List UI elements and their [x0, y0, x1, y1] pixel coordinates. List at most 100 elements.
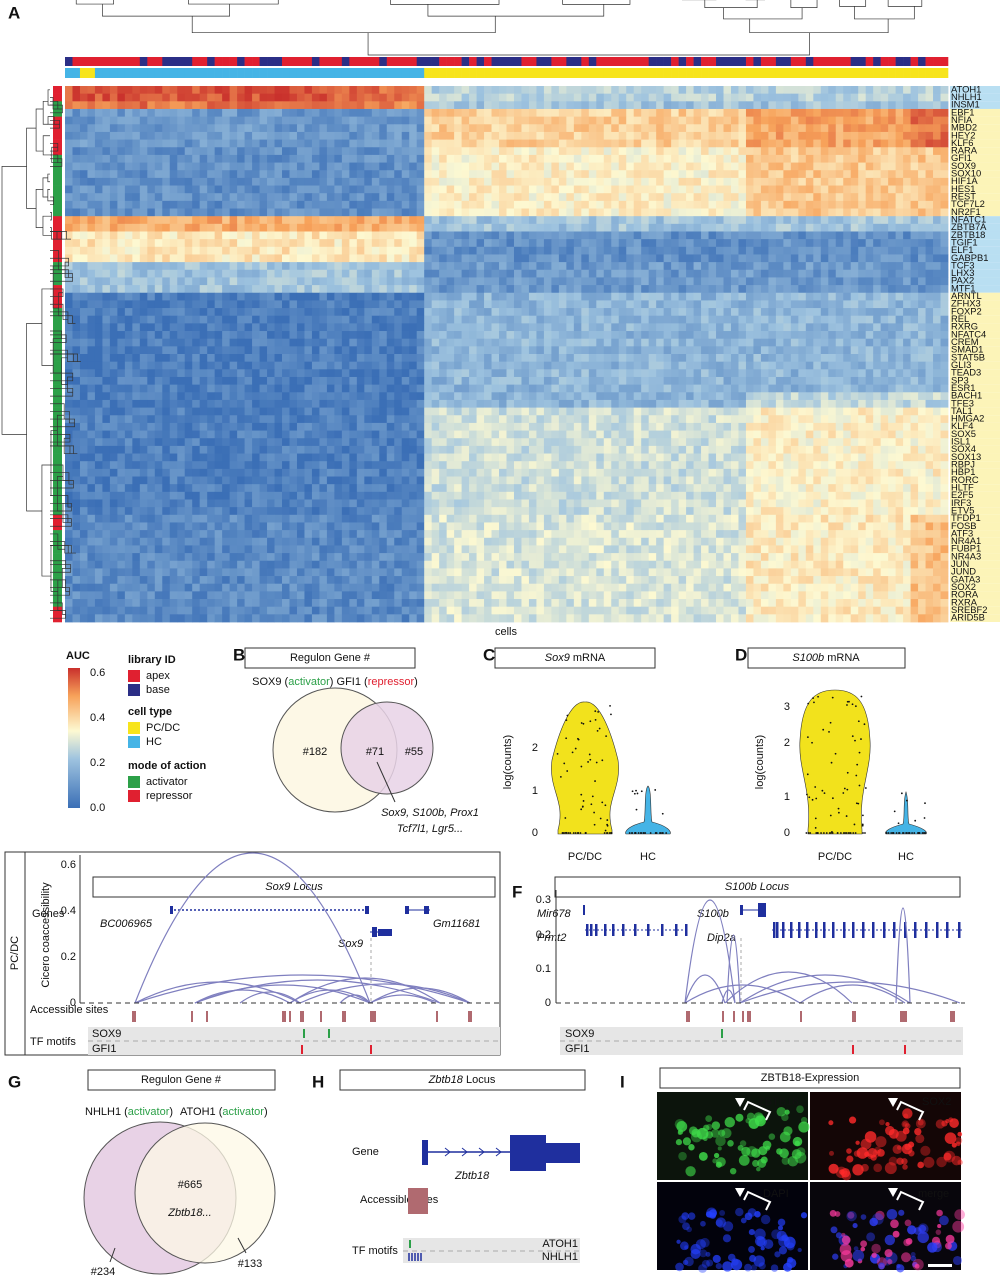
heat-cell [499, 170, 507, 179]
heat-cell [124, 93, 133, 102]
heat-cell [439, 139, 448, 148]
heat-cell [154, 208, 163, 217]
heat-cell [117, 277, 126, 286]
heat-cell [72, 300, 81, 309]
heat-cell [903, 239, 911, 248]
heat-cell [244, 177, 253, 186]
heat-cell [109, 315, 118, 324]
heat-cell [259, 361, 268, 370]
heat-cell [252, 346, 260, 355]
heat-cell [633, 308, 642, 317]
heat-cell [469, 86, 477, 95]
heat-cell [551, 101, 560, 110]
heat-cell [648, 170, 657, 179]
heat-cell [259, 231, 268, 240]
heat-cell [521, 323, 530, 332]
heat-cell [244, 407, 253, 416]
heat-cell [513, 116, 522, 125]
heat-cell [177, 86, 186, 95]
heat-cell [663, 147, 672, 156]
heat-cell [918, 331, 926, 340]
heat-cell [895, 185, 904, 194]
heat-cell [730, 292, 739, 301]
heat-cell [109, 154, 118, 163]
heat-cell [72, 185, 81, 194]
heat-cell [87, 116, 96, 125]
heat-cell [177, 124, 186, 133]
heat-cell [925, 231, 934, 240]
heat-cell [603, 231, 612, 240]
heat-cell [282, 354, 290, 363]
heat-cell [633, 101, 642, 110]
heat-cell [521, 147, 530, 156]
heat-cell [566, 346, 575, 355]
heat-cell [476, 384, 485, 393]
heat-cell [723, 86, 732, 95]
heat-cell [903, 369, 911, 378]
heat-cell [813, 292, 822, 301]
heat-cell [858, 231, 867, 240]
heat-cell [147, 139, 156, 148]
heat-cell [506, 354, 515, 363]
heat-cell [469, 139, 477, 148]
heat-cell [895, 124, 904, 133]
heat-cell [379, 177, 388, 186]
heat-cell [566, 124, 575, 133]
heat-cell [618, 285, 627, 294]
heat-cell [244, 399, 253, 408]
heat-cell [581, 369, 590, 378]
heat-cell [873, 239, 882, 248]
heat-cell [252, 101, 260, 110]
heat-cell [349, 239, 358, 248]
heat-cell [588, 262, 597, 271]
heat-cell [394, 392, 403, 401]
heat-cell [416, 200, 425, 209]
heat-cell [446, 208, 455, 217]
heat-cell [783, 323, 792, 332]
heat-cell [573, 239, 582, 248]
heat-cell [730, 223, 739, 232]
heat-cell [282, 300, 290, 309]
heat-cell [409, 170, 418, 179]
heat-cell [461, 361, 470, 370]
heat-cell [760, 369, 769, 378]
heat-cell [282, 399, 290, 408]
heat-cell [678, 86, 687, 95]
heat-cell [858, 108, 867, 118]
heat-cell [207, 124, 216, 133]
heat-cell [596, 269, 605, 278]
heat-cell [334, 254, 343, 263]
heat-cell [94, 185, 103, 194]
heat-cell [730, 239, 739, 248]
heat-cell [409, 285, 418, 294]
heat-cell [648, 308, 657, 317]
heat-cell [424, 392, 433, 401]
heat-cell [431, 108, 440, 118]
heat-cell [543, 399, 552, 408]
heat-cell [356, 223, 365, 232]
heat-cell [341, 354, 350, 363]
heat-cell [506, 361, 515, 370]
heat-cell [72, 384, 81, 393]
heat-cell [87, 101, 96, 110]
heat-cell [648, 246, 657, 255]
heat-cell [618, 101, 627, 110]
heat-cell [723, 369, 732, 378]
heat-cell [237, 331, 245, 340]
heat-cell [341, 331, 350, 340]
heat-cell [296, 139, 305, 148]
heat-cell [147, 154, 156, 163]
heat-cell [94, 354, 103, 363]
heat-cell [65, 292, 73, 301]
heat-cell [72, 277, 81, 286]
heat-cell [566, 331, 575, 340]
heat-cell [439, 369, 448, 378]
heat-cell [521, 223, 530, 232]
heat-cell [87, 108, 96, 118]
heat-cell [491, 354, 500, 363]
heat-cell [72, 154, 81, 163]
heat-cell [903, 254, 911, 263]
heat-cell [940, 331, 949, 340]
heat-cell [618, 323, 627, 332]
heat-cell [895, 154, 904, 163]
